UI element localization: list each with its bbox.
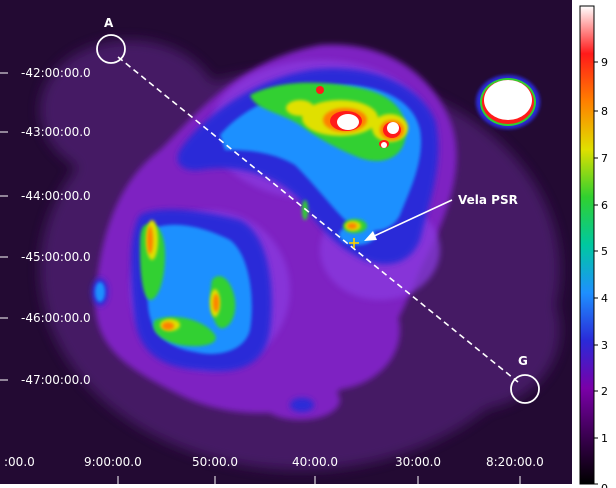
region-a-label: A — [104, 16, 114, 30]
colorbar-tick-label: 1 — [601, 432, 608, 445]
dec-label: -44:00:00.0 — [21, 189, 91, 203]
ra-label: 30:00.0 — [395, 455, 441, 469]
colorbar-tick-label: 2 — [601, 385, 608, 398]
colorbar-tick-label: 0 — [601, 482, 608, 488]
pulsar-marker — [349, 238, 359, 248]
colorbar-gradient — [579, 5, 595, 485]
ra-label: :00.0 — [4, 455, 35, 469]
dec-label: -45:00:00.0 — [21, 250, 91, 264]
colorbar-tick-label: 5 — [601, 245, 608, 258]
dec-label: -46:00:00.0 — [21, 311, 91, 325]
colorbar-tick-label: 9 — [601, 56, 608, 69]
ra-axis-labels: :00.0 9:00:00.0 50:00.0 40:00.0 30:00.0 … — [4, 455, 544, 469]
colorbar-tick-label: 3 — [601, 339, 608, 352]
colorbar-tick-label: 7 — [601, 152, 608, 165]
ra-label: 8:20:00.0 — [486, 455, 544, 469]
x-ray-image: -42:00:00.0 -43:00:00.0 -44:00:00.0 -45:… — [0, 0, 572, 484]
bright-source — [476, 75, 540, 129]
a-to-g-dashed-line — [117, 56, 519, 383]
region-g-circle — [510, 374, 540, 404]
dec-axis-labels: -42:00:00.0 -43:00:00.0 -44:00:00.0 -45:… — [21, 66, 91, 387]
colorbar-ticks — [594, 61, 598, 485]
colorbar-tick-label: 4 — [601, 292, 608, 305]
ra-label: 40:00.0 — [292, 455, 338, 469]
region-a-circle — [96, 34, 126, 64]
colorbar-tick-label: 6 — [601, 199, 608, 212]
colorbar: 0 1 2 3 4 5 6 7 8 9 — [579, 5, 608, 488]
colorbar-tick-label: 8 — [601, 105, 608, 118]
ra-label: 50:00.0 — [192, 455, 238, 469]
pulsar-arrow — [371, 199, 453, 238]
pulsar-label: Vela PSR — [458, 193, 518, 207]
dec-label: -43:00:00.0 — [21, 125, 91, 139]
pulsar-arrow-head — [364, 231, 377, 241]
dec-label: -47:00:00.0 — [21, 373, 91, 387]
dec-label: -42:00:00.0 — [21, 66, 91, 80]
white-peaks — [337, 114, 399, 148]
region-g-label: G — [518, 354, 528, 368]
ra-label: 9:00:00.0 — [84, 455, 142, 469]
axis-ticks — [0, 72, 521, 484]
